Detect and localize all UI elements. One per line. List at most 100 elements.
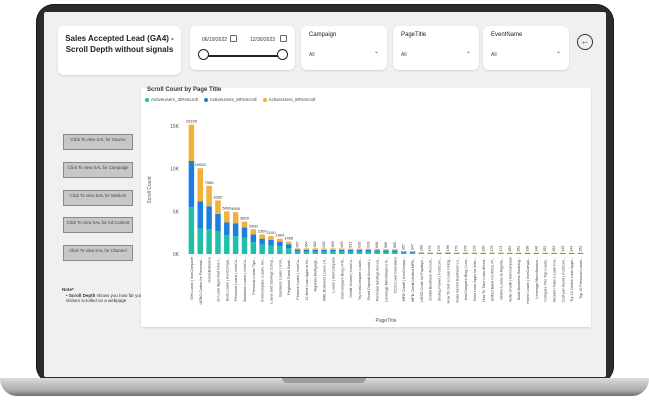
bar-total-label: 4900 — [231, 206, 241, 211]
chevron-down-icon[interactable]: ⌄ — [373, 49, 379, 55]
bar-total-label: 662 — [313, 241, 317, 247]
calendar-icon[interactable] — [230, 35, 237, 42]
x-tick-label: Nigerian Mortgage... — [314, 257, 318, 291]
bar-segment-80 — [215, 200, 221, 214]
bar-segment-40 — [445, 253, 451, 254]
sal-ad-content-button[interactable]: Click To view SAL for Ad Content — [63, 217, 133, 233]
sal-medium-button[interactable]: Click To view SAL for Medium — [63, 190, 133, 206]
bar-segment-40 — [250, 242, 257, 254]
bar-segment-40 — [524, 253, 531, 254]
x-tick-label: Business Loans | IronCo... — [243, 257, 247, 301]
y-tick-label: 15K — [170, 124, 180, 130]
legend-item-80[interactable]: ActiveUsers_80%Scroll — [262, 97, 315, 102]
x-tick-label: Aella Credit | IronCompare — [508, 257, 512, 302]
x-tick-label: 20 Loan Apps that Give I... — [216, 257, 220, 302]
campaign-filter[interactable]: Campaign All ⌄ — [301, 26, 387, 70]
y-tick-label: 0K — [173, 252, 180, 258]
bar-segment-40 — [515, 253, 522, 254]
filter-value[interactable]: All — [491, 52, 497, 58]
x-tick-label: Should I Take a Loan For... — [553, 257, 557, 302]
x-tick-label: HomeEntrance — [208, 257, 212, 282]
y-tick-label: 5K — [173, 209, 180, 215]
bar-segment-40 — [294, 251, 301, 254]
bar-total-label: 152 — [579, 246, 583, 252]
bar-segment-80 — [188, 124, 195, 161]
bar-segment-50 — [445, 252, 451, 254]
bar-total-label: 2300 — [258, 228, 268, 233]
laptop-notch — [282, 378, 366, 383]
chevron-down-icon[interactable]: ⌄ — [555, 49, 561, 55]
bar-segment-40 — [285, 248, 292, 254]
bar-total-label: 645 — [340, 241, 344, 247]
calendar-icon[interactable] — [280, 35, 287, 42]
bar-segment-80 — [374, 248, 380, 251]
bar-total-label: 565 — [384, 242, 388, 248]
sal-source-button[interactable]: Click To view SAL for Source — [63, 134, 133, 150]
bar-total-label: 1800 — [275, 233, 285, 238]
slider-handle-end[interactable] — [277, 49, 288, 60]
bar-segment-80 — [303, 248, 310, 250]
bar-segment-40 — [224, 235, 230, 254]
x-tick-label: Home Loans | IronCompa... — [526, 257, 530, 304]
bar-total-label: 176 — [464, 245, 468, 251]
filter-value[interactable]: All — [309, 52, 315, 58]
bar-segment-80 — [241, 221, 248, 228]
x-tick-label: Best Loans | IronCompa... — [225, 257, 229, 301]
eventname-filter[interactable]: EventName All ⌄ — [483, 26, 569, 70]
bar-segment-80 — [285, 241, 292, 245]
bar-segment-40 — [206, 229, 212, 254]
x-tick-label: Personal Loans | IronCo... — [234, 257, 238, 301]
chevron-down-icon[interactable]: ⌄ — [465, 49, 471, 55]
bar-segment-50 — [206, 206, 212, 230]
bar-total-label: 199 — [446, 245, 450, 251]
bar-segment-40 — [215, 230, 221, 254]
x-tick-label: Solar Sector Business Lo... — [455, 257, 459, 303]
bar-total-label: 2100 — [267, 230, 277, 235]
bar-total-label: 7985 — [205, 180, 215, 185]
x-tick-label: Loans and Savings Comp... — [270, 257, 274, 304]
end-date[interactable]: 12/30/2023 — [250, 37, 276, 43]
bar-segment-80 — [224, 211, 230, 223]
pagetitle-filter[interactable]: PageTitle All ⌄ — [393, 26, 479, 70]
bar-segment-80 — [330, 248, 336, 250]
bar-total-label: 2900 — [249, 223, 259, 228]
filter-label: Campaign — [309, 32, 337, 38]
bar-segment-50 — [277, 241, 283, 247]
bar-segment-50 — [436, 252, 442, 254]
slider-handle-start[interactable] — [198, 49, 209, 60]
bar-total-label: 152 — [552, 246, 556, 252]
x-tick-label: SME Business Loans | Ir... — [323, 257, 327, 301]
legend-item-50[interactable]: ActiveUsers_50%Scroll — [203, 97, 257, 102]
sal-channel-button[interactable]: Click To view SAL for Channel — [63, 245, 133, 261]
bar-segment-80 — [347, 248, 354, 251]
bar-segment-40 — [568, 253, 575, 254]
bar-total-label: 645 — [322, 241, 326, 247]
date-slider-track[interactable] — [202, 55, 282, 57]
bar-segment-40 — [347, 251, 354, 254]
bar-segment-50 — [303, 249, 310, 252]
bar-segment-50 — [250, 234, 257, 243]
y-tick-label: 10K — [170, 167, 180, 173]
date-range-filter[interactable]: 06/19/2022 12/30/2023 — [190, 26, 295, 70]
bar-segment-80 — [383, 249, 389, 251]
bar-total-label: 15165 — [186, 119, 198, 124]
sal-campaign-button[interactable]: Click To view SAL for Campaign — [63, 162, 133, 178]
filter-value[interactable]: All — [401, 52, 407, 58]
bar-segment-40 — [436, 253, 442, 254]
bar-total-label: 565 — [393, 242, 397, 248]
bar-segment-50 — [232, 223, 239, 237]
bar-total-label: 626 — [357, 242, 361, 248]
bar-segment-50 — [268, 239, 274, 246]
bar-segment-50 — [365, 249, 372, 252]
bar-segment-40 — [533, 253, 540, 254]
legend-item-40[interactable]: ActiveUsers_40%Scroll — [145, 97, 198, 102]
bar-segment-50 — [356, 250, 363, 252]
bar-total-label: 146 — [534, 246, 538, 252]
bar-segment-40 — [259, 244, 265, 254]
start-date[interactable]: 06/19/2022 — [202, 37, 228, 43]
bar-segment-40 — [392, 251, 398, 254]
bar-total-label: 152 — [543, 246, 547, 252]
bar-segment-40 — [400, 252, 407, 254]
bar-total-label: 174 — [499, 246, 503, 252]
back-arrow-icon[interactable]: ← — [577, 34, 593, 50]
